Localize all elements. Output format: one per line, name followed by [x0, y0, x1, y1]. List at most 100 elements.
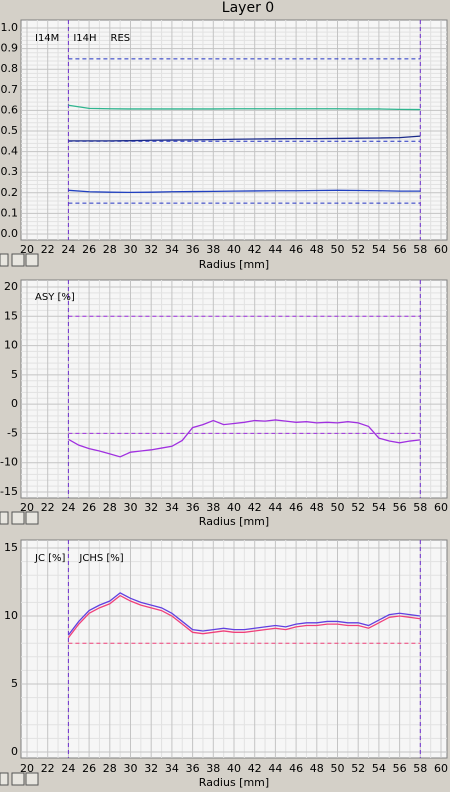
x-tick-label: 40: [227, 762, 241, 775]
x-tick-label: 26: [82, 762, 96, 775]
x-tick-label: 58: [413, 501, 427, 514]
x-tick-label: 56: [393, 762, 407, 775]
legend-label: RES: [111, 33, 131, 44]
toolbar-button[interactable]: [25, 253, 39, 267]
toolbar-button[interactable]: [11, 772, 25, 786]
y-tick-label: -10: [0, 456, 18, 469]
x-tick-label: 24: [61, 762, 75, 775]
x-tick-label: 48: [310, 243, 324, 256]
x-tick-label: 44: [268, 243, 282, 256]
y-tick-label: 0: [11, 397, 18, 410]
y-tick-label: 0.5: [1, 124, 19, 137]
x-tick-label: 38: [206, 501, 220, 514]
legend-label: I14M: [35, 33, 59, 44]
y-tick-label: 10: [4, 609, 18, 622]
x-tick-label: 34: [165, 243, 179, 256]
x-tick-label: 52: [351, 501, 365, 514]
toolbar-button[interactable]: [11, 253, 25, 267]
x-tick-label: 36: [186, 243, 200, 256]
x-tick-label: 42: [248, 243, 262, 256]
x-tick-label: 32: [144, 762, 158, 775]
legend-label: JCHS [%]: [78, 553, 123, 564]
x-tick-label: 28: [103, 501, 117, 514]
x-tick-label: 30: [124, 243, 138, 256]
toolbar-button[interactable]: [0, 772, 9, 786]
x-tick-label: 36: [186, 762, 200, 775]
x-tick-label: 28: [103, 762, 117, 775]
x-tick-label: 32: [144, 501, 158, 514]
y-tick-label: -15: [0, 485, 18, 498]
x-tick-label: 24: [61, 243, 75, 256]
window-title: Layer 0: [222, 0, 274, 16]
y-tick-label: 0.1: [1, 206, 19, 219]
toolbar-button[interactable]: [25, 511, 39, 525]
x-tick-label: 42: [248, 762, 262, 775]
x-tick-label: 40: [227, 243, 241, 256]
y-tick-label: 20: [4, 280, 18, 293]
x-tick-label: 22: [41, 243, 55, 256]
x-tick-label: 28: [103, 243, 117, 256]
x-tick-label: 44: [268, 501, 282, 514]
series-line: [67, 592, 421, 636]
x-tick-label: 22: [41, 762, 55, 775]
x-axis-label: Radius [mm]: [199, 258, 269, 271]
x-tick-label: 50: [331, 762, 345, 775]
x-tick-label: 48: [310, 501, 324, 514]
x-tick-label: 42: [248, 501, 262, 514]
x-tick-label: 46: [289, 243, 303, 256]
x-tick-label: 54: [372, 762, 386, 775]
toolbar-button[interactable]: [25, 772, 39, 786]
x-tick-label: 20: [20, 501, 34, 514]
x-tick-label: 60: [434, 243, 448, 256]
toolbar-button[interactable]: [11, 511, 25, 525]
x-tick-label: 50: [331, 243, 345, 256]
x-tick-label: 56: [393, 243, 407, 256]
y-tick-label: 1.0: [1, 21, 19, 34]
y-tick-label: 0.6: [1, 103, 19, 116]
x-tick-label: 26: [82, 243, 96, 256]
series-line: [67, 594, 421, 639]
x-tick-label: 36: [186, 501, 200, 514]
y-tick-label: 5: [11, 677, 18, 690]
toolbar-button[interactable]: [0, 253, 9, 267]
x-tick-label: 38: [206, 762, 220, 775]
x-tick-label: 52: [351, 762, 365, 775]
x-tick-label: 32: [144, 243, 158, 256]
y-tick-label: 0.4: [1, 145, 19, 158]
x-tick-label: 22: [41, 501, 55, 514]
legend-label: I14H: [73, 33, 96, 44]
series-line: [68, 419, 421, 458]
x-tick-label: 46: [289, 762, 303, 775]
y-tick-label: 0.2: [1, 186, 19, 199]
series-line: [68, 135, 421, 142]
y-tick-label: 0.0: [1, 227, 19, 240]
series-line: [68, 189, 421, 194]
x-tick-label: 30: [124, 762, 138, 775]
x-tick-label: 50: [331, 501, 345, 514]
x-tick-label: 54: [372, 243, 386, 256]
x-axis-label: Radius [mm]: [199, 776, 269, 789]
x-tick-label: 52: [351, 243, 365, 256]
legend-label: ASY [%]: [35, 292, 75, 303]
x-tick-label: 60: [434, 501, 448, 514]
y-tick-label: 15: [4, 541, 18, 554]
y-tick-label: 0.9: [1, 42, 19, 55]
x-tick-label: 20: [20, 762, 34, 775]
x-tick-label: 58: [413, 243, 427, 256]
x-tick-label: 24: [61, 501, 75, 514]
series-line: [68, 104, 421, 111]
x-tick-label: 58: [413, 762, 427, 775]
x-tick-label: 20: [20, 243, 34, 256]
x-tick-label: 46: [289, 501, 303, 514]
x-tick-label: 34: [165, 762, 179, 775]
y-tick-label: 0: [11, 745, 18, 758]
x-tick-label: 38: [206, 243, 220, 256]
y-tick-label: 10: [4, 339, 18, 352]
x-axis-label: Radius [mm]: [199, 515, 269, 528]
x-tick-label: 34: [165, 501, 179, 514]
y-tick-label: 15: [4, 309, 18, 322]
toolbar-button[interactable]: [0, 511, 9, 525]
x-tick-label: 54: [372, 501, 386, 514]
x-tick-label: 48: [310, 762, 324, 775]
